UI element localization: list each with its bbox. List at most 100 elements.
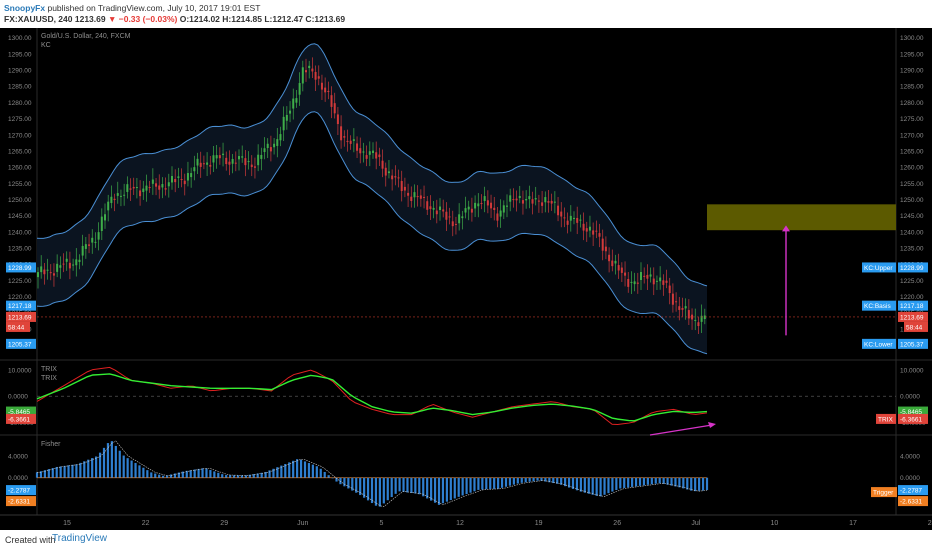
- price-tick-right: 1250.00: [900, 197, 924, 204]
- candle-body: [592, 230, 595, 235]
- candle-body: [499, 210, 502, 217]
- candle-body: [151, 179, 154, 184]
- price-change-tag-left-bg: [6, 321, 30, 332]
- candle-body: [59, 265, 62, 268]
- candle-body: [298, 83, 301, 95]
- candle-body: [671, 293, 674, 305]
- candle-body: [49, 272, 52, 274]
- fisher-tick-left: 4.0000: [8, 454, 28, 461]
- price-tick-right: 1255.00: [900, 181, 924, 188]
- candle-body: [655, 280, 658, 282]
- candle-body: [129, 188, 132, 190]
- candle-body: [139, 190, 142, 197]
- last-price-left-bg: [6, 311, 36, 322]
- fisher-value-right: -2.2787: [900, 488, 922, 495]
- candle-body: [400, 181, 403, 192]
- candle-body: [365, 155, 368, 159]
- candle-body: [493, 207, 496, 211]
- price-change-tag-right-bg: [904, 321, 928, 332]
- candle-body: [263, 148, 266, 153]
- candle-body: [426, 201, 429, 210]
- candle-body: [52, 273, 55, 276]
- trix-signal-value-right: -5.8465: [900, 409, 922, 416]
- candle-body: [407, 192, 410, 196]
- candle-body: [276, 139, 279, 146]
- fisher-trigger-line: [37, 440, 708, 508]
- candle-body: [164, 188, 167, 190]
- candle-body: [324, 87, 327, 93]
- price-tick-right: 1240.00: [900, 229, 924, 236]
- indicator-name-kc: KC: [41, 42, 51, 49]
- kc-upper-value-right: 1228.99: [900, 265, 924, 272]
- candle-body: [301, 67, 304, 84]
- candle-body: [410, 196, 413, 201]
- candle-body: [84, 244, 87, 249]
- trix-title: TRIX: [41, 366, 57, 373]
- fisher-value-right-bg: [898, 485, 928, 496]
- price-tick-left: 1270.00: [8, 132, 32, 139]
- candle-body: [601, 238, 604, 251]
- price-tick-left: 1250.00: [8, 197, 32, 204]
- price-tick-left: 1255.00: [8, 181, 32, 188]
- price-tick-left: 1265.00: [8, 148, 32, 155]
- trading-chart[interactable]: 1205.001205.001210.001210.001215.001215.…: [0, 28, 932, 530]
- price-tick-right: 1275.00: [900, 116, 924, 123]
- candle-body: [372, 150, 374, 154]
- kc-lower-value-right: 1205.37: [900, 341, 924, 348]
- candle-body: [100, 216, 103, 231]
- candle-body: [186, 173, 189, 181]
- candle-body: [266, 143, 269, 149]
- candle-body: [37, 272, 39, 278]
- publish-header: SnoopyFx published on TradingView.com, J…: [0, 0, 932, 28]
- time-tick-label: 26: [613, 520, 621, 527]
- fisher-trigger-tag: Trigger: [873, 490, 894, 497]
- candle-body: [681, 307, 684, 310]
- candle-body: [576, 217, 579, 223]
- candle-body: [212, 155, 215, 163]
- price-tick-left: 1285.00: [8, 84, 32, 91]
- kc-lower-label: KC:Lower: [864, 341, 893, 348]
- fisher-title: Fisher: [41, 441, 61, 448]
- price-tick-right: 1270.00: [900, 132, 924, 139]
- trix-value-right-bg: [898, 413, 928, 424]
- tradingview-logo[interactable]: TradingView: [52, 533, 108, 544]
- candle-body: [327, 90, 330, 92]
- trix-tick-right: 0.0000: [900, 394, 920, 401]
- candle-body: [384, 167, 387, 176]
- candle-body: [193, 167, 196, 172]
- candle-body: [550, 200, 553, 204]
- price-tick-right: 1290.00: [900, 68, 924, 75]
- kc-basis-value-right-bg: [898, 300, 928, 311]
- trix-signal-value-left: -5.8465: [8, 409, 30, 416]
- candle-body: [46, 269, 49, 271]
- trix-subtitle: TRIX: [41, 375, 57, 382]
- candle-body: [119, 195, 122, 197]
- candle-body: [167, 182, 170, 187]
- candle-body: [451, 221, 454, 227]
- trix-signal-value-right-bg: [898, 406, 928, 417]
- time-tick-label: 12: [456, 520, 464, 527]
- candle-body: [340, 126, 343, 141]
- candle-body: [534, 198, 537, 200]
- candle-body: [362, 151, 365, 153]
- candle-body: [665, 280, 668, 283]
- candle-body: [161, 184, 164, 188]
- author-name[interactable]: SnoopyFx: [4, 3, 46, 13]
- candle-body: [518, 195, 521, 199]
- candle-body: [624, 272, 627, 276]
- candle-body: [474, 202, 477, 209]
- last-price-right-bg: [898, 311, 928, 322]
- target-zone-box: [707, 204, 896, 231]
- fisher-trigger-value-left: -2.6331: [8, 499, 30, 506]
- price-tick-left: 1300.00: [8, 35, 32, 42]
- candle-body: [378, 154, 381, 158]
- price-change: ▼ −0.33 (−0.03%): [107, 14, 178, 24]
- candle-body: [633, 281, 636, 285]
- candle-body: [640, 272, 642, 281]
- candle-body: [573, 217, 575, 219]
- trix-tick-left: 0.0000: [8, 394, 28, 401]
- candle-body: [174, 179, 177, 183]
- candle-body: [649, 274, 652, 277]
- candle-body: [432, 207, 435, 210]
- kc-lower-line: [36, 111, 708, 355]
